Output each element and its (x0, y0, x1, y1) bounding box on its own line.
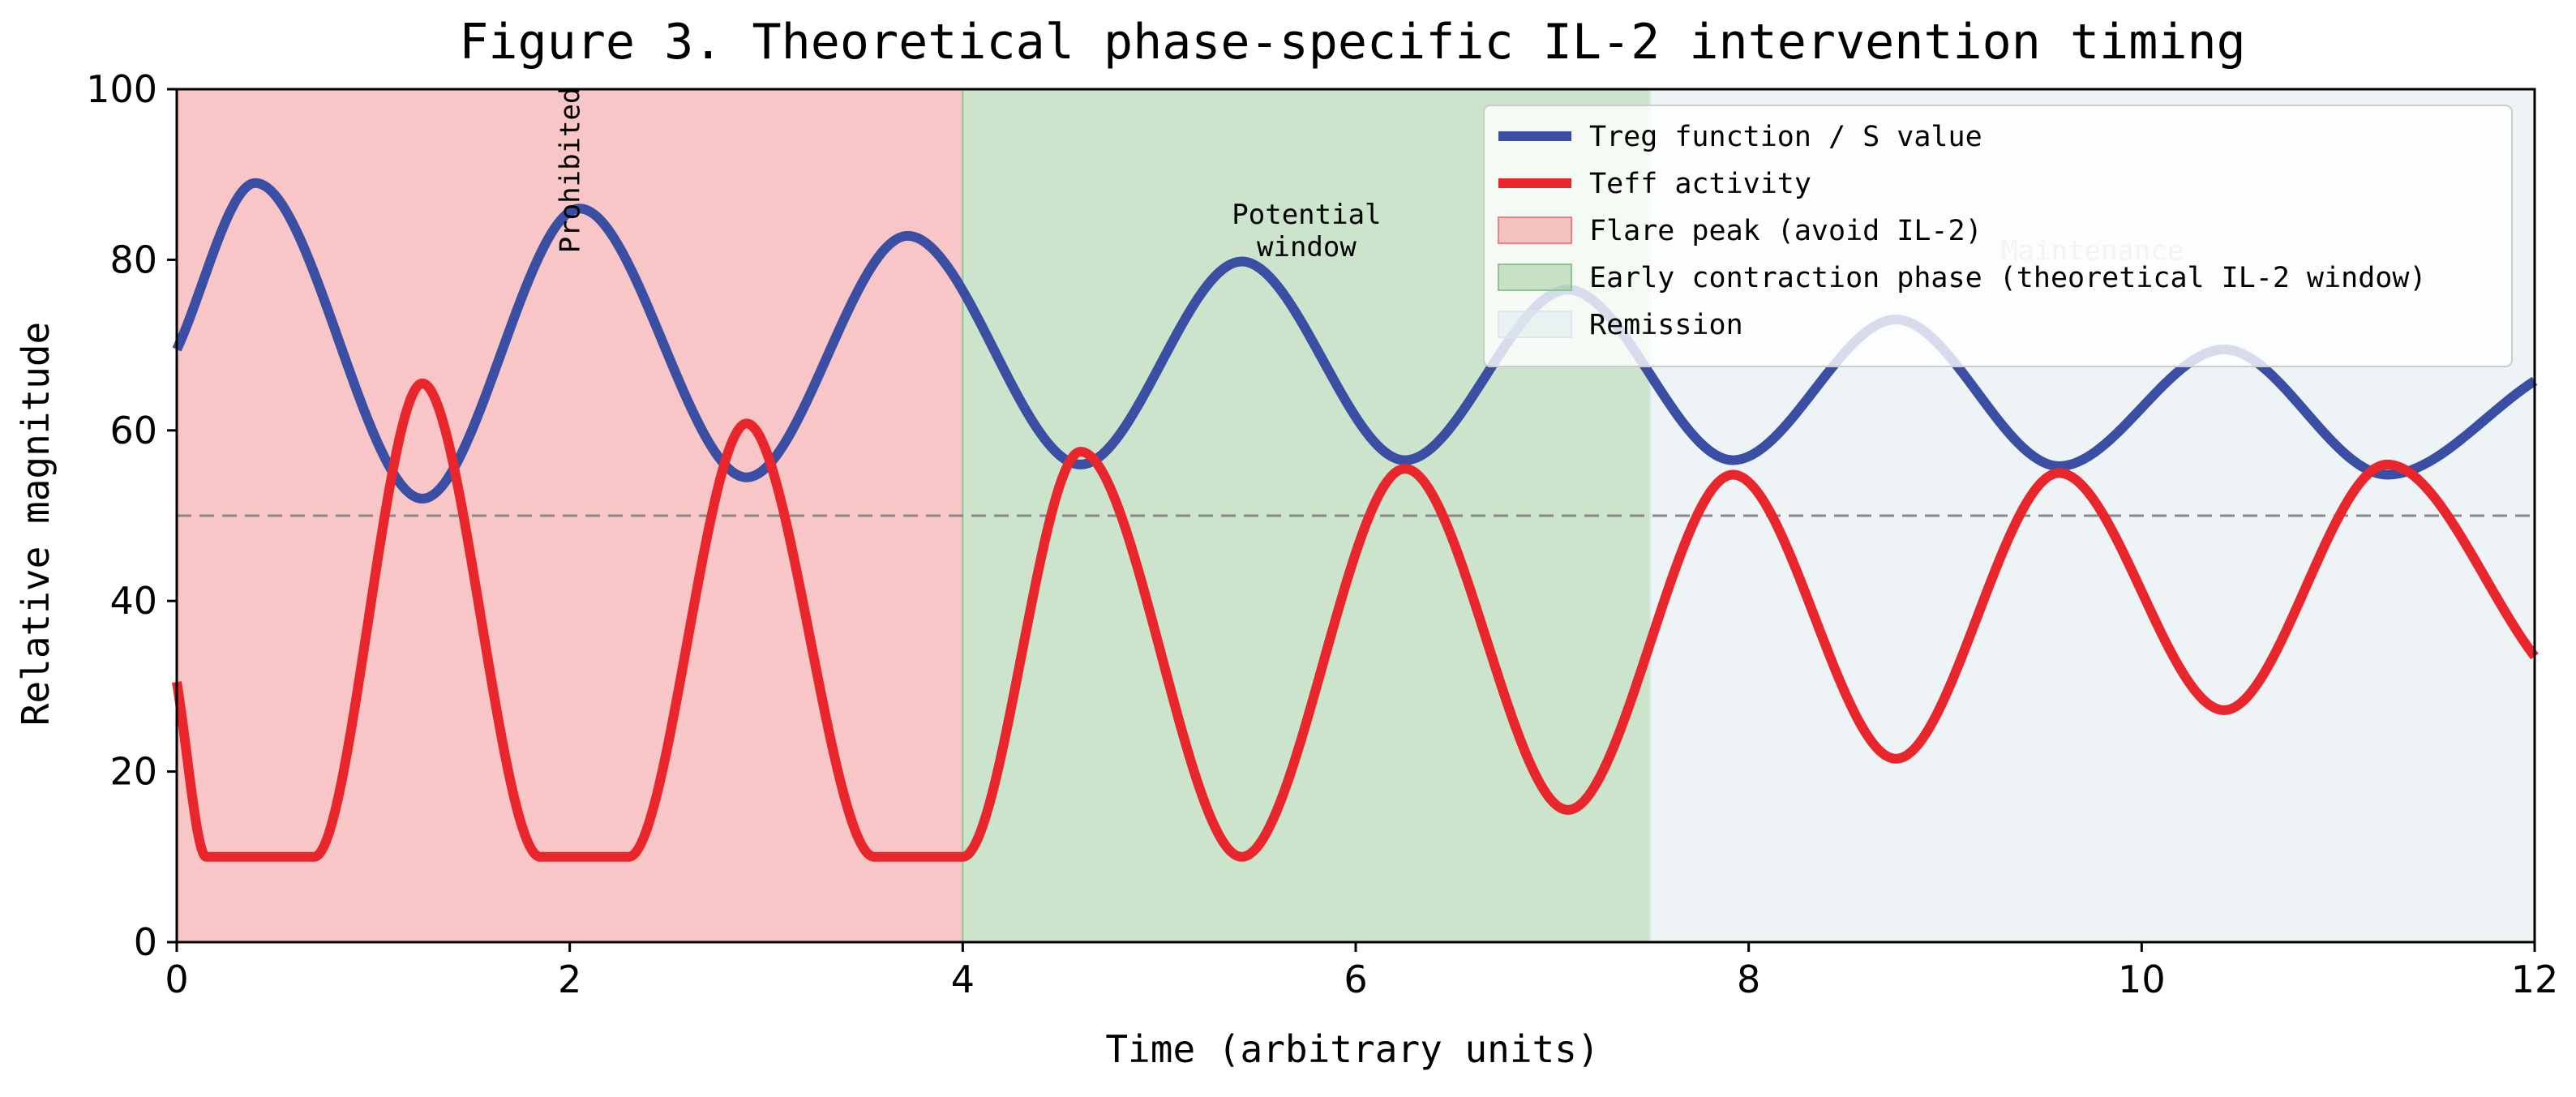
legend-swatch-4 (1498, 311, 1572, 338)
x-tick-label-2: 4 (951, 958, 975, 1001)
phase-annotation-1-line-1: window (1257, 231, 1357, 264)
x-tick-label-6: 12 (2511, 958, 2559, 1001)
x-tick-label-0: 0 (165, 958, 188, 1001)
series-line-0 (172, 178, 2538, 504)
y-tick-label-1: 20 (109, 750, 157, 794)
y-tick-label-0: 0 (134, 920, 157, 964)
series-layer (172, 178, 2539, 862)
legend-swatch-2 (1498, 216, 1572, 244)
x-tick-label-1: 2 (558, 958, 581, 1001)
legend-label-1: Teff activity (1589, 168, 1811, 200)
legend-swatch-3 (1498, 264, 1572, 291)
legend-label-3: Early contraction phase (theoretical IL-… (1589, 262, 2427, 294)
y-tick-label-2: 40 (109, 579, 157, 623)
x-tick-label-4: 8 (1737, 958, 1760, 1001)
chart-title: Figure 3. Theoretical phase-specific IL-… (459, 14, 2246, 71)
series-line-1 (172, 378, 2539, 862)
legend-label-4: Remission (1589, 309, 1743, 341)
y-axis-label: Relative magnitude (14, 322, 58, 726)
x-tick-label-5: 10 (2118, 958, 2166, 1001)
legend-box (1483, 105, 2513, 367)
axis-ticks: 0 2 4 6 8 10 12 0 20 40 60 80 100 (86, 67, 2558, 1001)
legend: Treg function / S value Teff activity Flar… (1483, 105, 2513, 367)
phase-annotation-1-line-0: Potential (1232, 199, 1381, 231)
y-tick-label-3: 60 (109, 409, 157, 452)
y-tick-label-4: 80 (109, 238, 157, 281)
x-tick-label-3: 6 (1344, 958, 1367, 1001)
legend-label-0: Treg function / S value (1589, 121, 1982, 153)
phase-annotation-0: Prohibited (555, 88, 587, 254)
x-axis-label: Time (arbitrary units) (1105, 1027, 1599, 1071)
legend-label-2: Flare peak (avoid IL-2) (1589, 215, 1982, 247)
y-tick-label-5: 100 (86, 67, 157, 111)
